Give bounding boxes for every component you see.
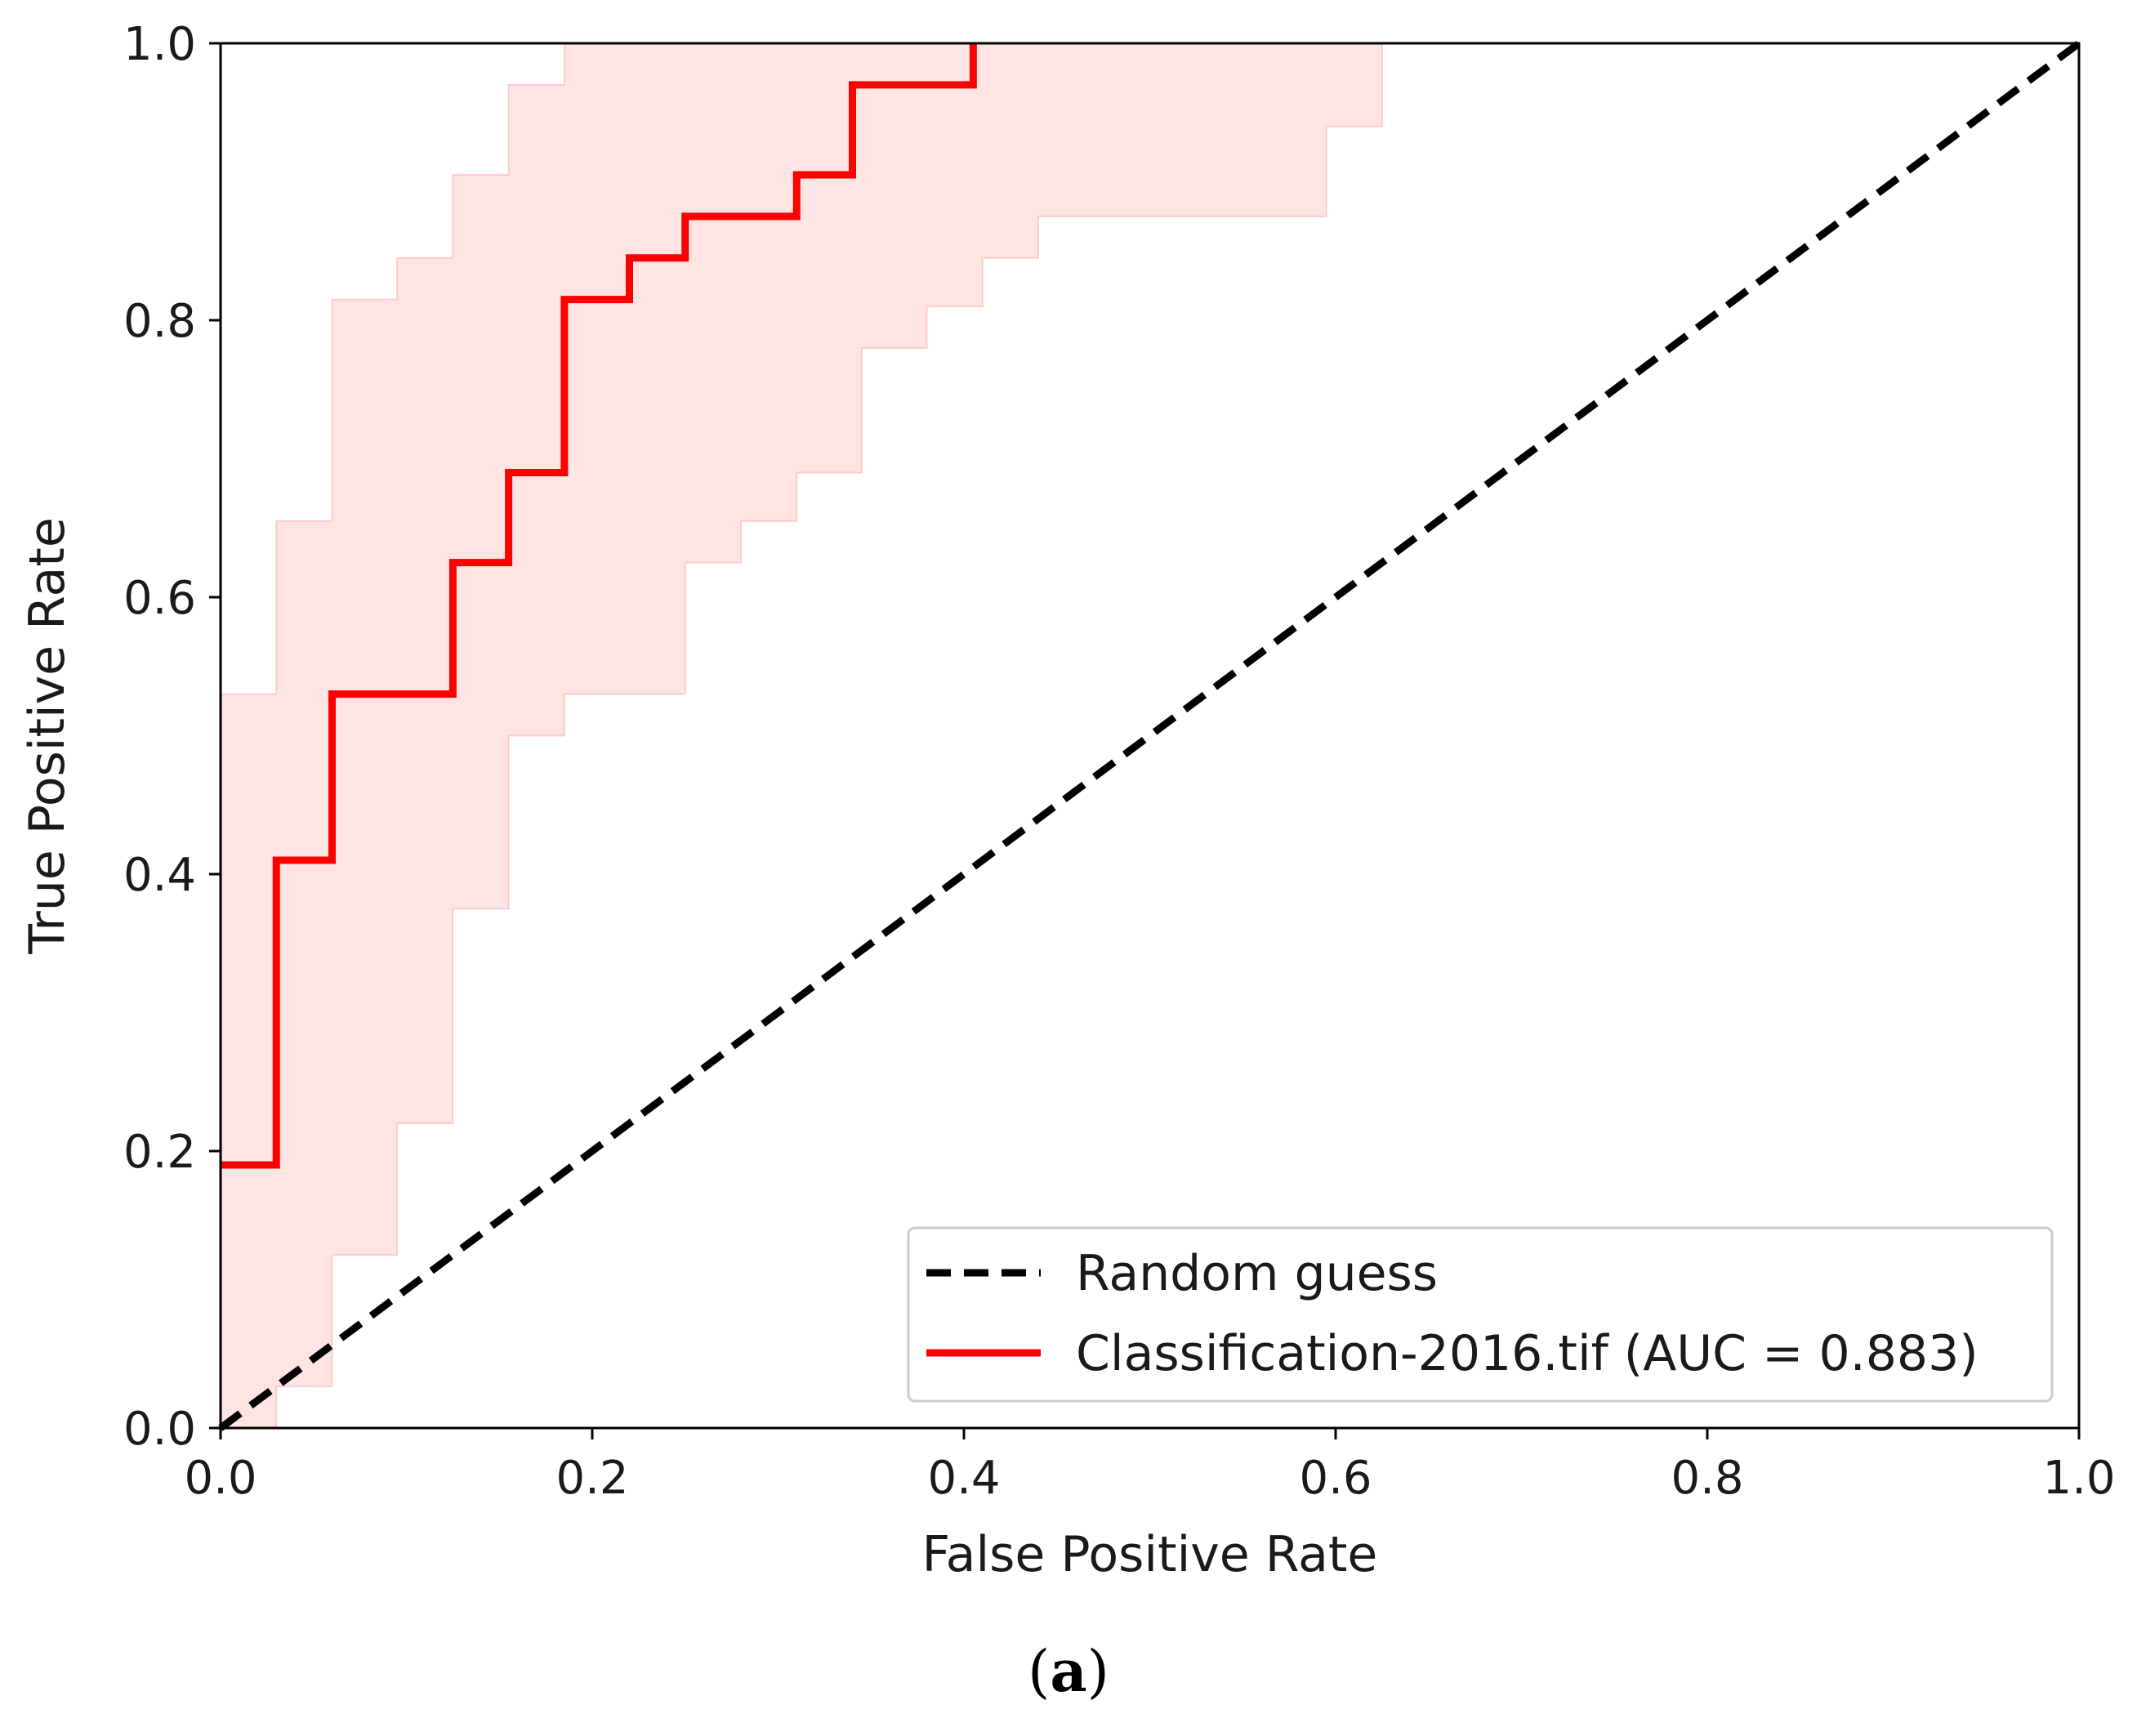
legend-label-classification: Classification-2016.tif (AUC = 0.883) xyxy=(1076,1325,1979,1382)
y-tick-label: 0.2 xyxy=(123,1126,196,1179)
y-axis-ticks: 0.0 0.2 0.4 0.6 0.8 1.0 xyxy=(123,18,221,1456)
y-tick-label: 0.0 xyxy=(123,1403,196,1456)
caption-open-paren: ( xyxy=(1028,1638,1050,1705)
x-tick-label: 0.8 xyxy=(1671,1452,1743,1505)
x-tick-label: 0.6 xyxy=(1299,1452,1372,1505)
x-tick-label: 0.2 xyxy=(555,1452,628,1505)
x-axis-label: False Positive Rate xyxy=(922,1526,1378,1583)
x-axis-ticks: 0.0 0.2 0.4 0.6 0.8 1.0 xyxy=(184,1428,2116,1505)
confidence-band xyxy=(220,42,1392,1429)
x-tick-label: 0.0 xyxy=(184,1452,257,1505)
series-layer xyxy=(218,40,2081,1431)
legend: Random guess Classification-2016.tif (AU… xyxy=(907,1226,2054,1403)
x-tick-label: 1.0 xyxy=(2042,1452,2115,1505)
y-tick-label: 0.6 xyxy=(123,572,196,625)
caption-close-paren: ) xyxy=(1087,1638,1109,1705)
y-tick-label: 0.4 xyxy=(123,849,196,902)
y-tick-label: 0.8 xyxy=(123,295,196,348)
plot-frame xyxy=(219,42,2081,1430)
figure-caption: (a) xyxy=(1028,1637,1109,1705)
roc-curve-line xyxy=(221,43,977,1169)
legend-label-random-guess: Random guess xyxy=(1076,1245,1438,1302)
y-axis-label: True Positive Rate xyxy=(19,517,76,954)
y-tick-label: 1.0 xyxy=(123,18,196,71)
confidence-band-layer xyxy=(220,42,1392,1429)
random-guess-line xyxy=(218,40,2081,1431)
caption-letter: a xyxy=(1050,1637,1086,1705)
legend-box xyxy=(907,1226,2054,1403)
x-tick-label: 0.4 xyxy=(927,1452,1000,1505)
